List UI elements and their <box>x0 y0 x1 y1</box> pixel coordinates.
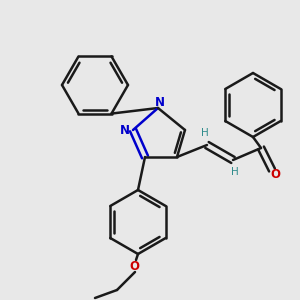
Text: H: H <box>201 128 209 138</box>
Text: H: H <box>231 167 239 177</box>
Text: N: N <box>155 97 165 110</box>
Text: O: O <box>270 169 280 182</box>
Text: N: N <box>120 124 130 136</box>
Text: O: O <box>129 260 139 274</box>
